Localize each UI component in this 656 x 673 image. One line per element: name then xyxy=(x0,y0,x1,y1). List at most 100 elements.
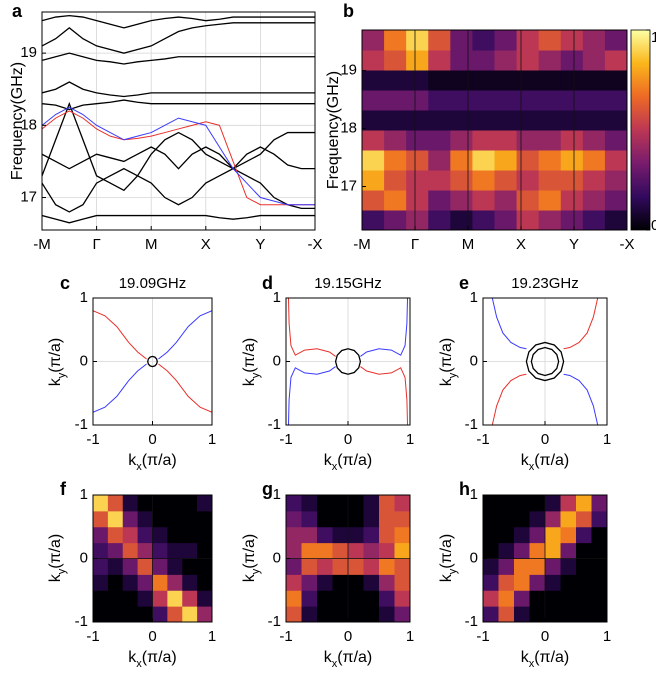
heatmap-cell xyxy=(516,50,540,71)
heatmap-cell xyxy=(483,510,499,528)
heatmap-cell xyxy=(152,558,168,575)
y-tick-label: -1 xyxy=(75,613,88,630)
colorbar xyxy=(630,29,651,231)
heatmap-cell xyxy=(182,526,198,544)
heatmap-cell xyxy=(332,606,349,622)
heatmap-cell xyxy=(545,510,561,528)
heatmap-cell xyxy=(529,495,546,512)
heatmap-cell xyxy=(582,210,606,230)
axis-label-part: (π/a) xyxy=(438,338,455,373)
axis-label-part: (π/a) xyxy=(142,649,177,666)
heatmap-cell xyxy=(472,50,495,71)
heatmap-cell xyxy=(122,495,139,512)
heatmap-cell xyxy=(394,510,410,528)
heatmap-cell xyxy=(384,30,407,51)
heatmap-cell xyxy=(498,542,515,559)
y-tick-label: 1 xyxy=(80,486,88,503)
x-tick-label: M xyxy=(462,236,475,253)
heatmap-cell xyxy=(516,170,540,191)
axis-label-part: (π/a) xyxy=(47,534,64,569)
heatmap-cell xyxy=(560,542,577,559)
heatmap-cell xyxy=(514,590,530,607)
heatmap-cell xyxy=(317,558,333,575)
heatmap-cell xyxy=(379,606,395,622)
x-tick-label: 0 xyxy=(344,431,352,448)
heatmap-cell xyxy=(498,574,515,591)
axis-label-part: k xyxy=(128,452,137,469)
heatmap-cell xyxy=(379,590,395,607)
heatmap-cell xyxy=(363,542,380,559)
heatmap-cell xyxy=(167,558,183,575)
heatmap-cell xyxy=(122,574,139,591)
axis-label-part: k xyxy=(438,573,455,582)
heatmap-cell xyxy=(538,110,562,131)
heatmap-cell xyxy=(545,590,561,607)
series-line xyxy=(42,81,315,98)
heatmap-cell xyxy=(516,30,540,51)
heatmap-cell xyxy=(498,495,515,512)
axis-label-part: (π/a) xyxy=(534,649,569,666)
y-tick-label: 19 xyxy=(20,44,37,61)
heatmap-cell xyxy=(514,574,530,591)
axis-label-part: k xyxy=(128,649,137,666)
y-tick-label: 1 xyxy=(273,289,281,306)
heatmap-cell xyxy=(516,90,540,111)
heatmap-cell xyxy=(538,210,562,230)
heatmap-cell xyxy=(560,90,584,111)
heatmap-cell xyxy=(332,574,349,591)
heatmap-cell xyxy=(332,495,349,512)
heatmap-cell xyxy=(450,90,473,111)
axis-label-part: (π/a) xyxy=(438,534,455,569)
heatmap-cell xyxy=(167,495,183,512)
axis-label-part: (π/a) xyxy=(142,452,177,469)
x-tick-label: -1 xyxy=(279,628,292,645)
heatmap-cell xyxy=(197,558,212,575)
panel-label: f xyxy=(60,479,67,499)
heatmap-cell xyxy=(93,606,109,622)
x-tick-label: 1 xyxy=(603,431,611,448)
panel-title: 19.09GHz xyxy=(119,275,187,292)
heatmap-cell xyxy=(286,495,302,512)
heatmap-cell xyxy=(514,558,530,575)
heatmap-cell xyxy=(529,590,546,607)
series-line xyxy=(334,348,362,375)
heatmap-cell xyxy=(197,590,212,607)
heatmap-cell xyxy=(167,542,183,559)
y-tick-label: -1 xyxy=(268,613,281,630)
heatmap-cell xyxy=(591,590,607,607)
axis-label-part: x xyxy=(529,461,535,473)
heatmap-cell xyxy=(498,590,515,607)
heatmap-cell xyxy=(428,170,451,191)
heatmap-cell xyxy=(406,110,429,131)
x-tick-label: 1 xyxy=(603,628,611,645)
axis-label: ky(π/a) xyxy=(241,338,262,387)
panel-label: d xyxy=(262,273,273,293)
heatmap-cell xyxy=(582,150,606,171)
heatmap-cell xyxy=(137,606,153,622)
heatmap-cell xyxy=(538,90,562,111)
x-tick-label: -1 xyxy=(86,628,99,645)
plot-area xyxy=(93,495,212,622)
heatmap-cell xyxy=(394,590,410,607)
y-tick-label: 18 xyxy=(340,120,357,137)
heatmap-cell xyxy=(560,526,577,544)
heatmap-cell xyxy=(545,495,561,512)
heatmap-cell xyxy=(428,30,451,51)
heatmap-cell xyxy=(122,606,139,622)
axis-label: ky(π/a) xyxy=(438,534,459,583)
heatmap-cell xyxy=(516,150,540,171)
heatmap-cell xyxy=(197,510,212,528)
heatmap-cell xyxy=(197,606,212,622)
heatmap-cell xyxy=(576,590,592,607)
series-line xyxy=(158,310,212,360)
heatmap-cell xyxy=(538,70,562,91)
heatmap-cell xyxy=(363,574,380,591)
heatmap-cell xyxy=(93,542,109,559)
x-tick-label: -1 xyxy=(476,431,489,448)
heatmap-cell xyxy=(286,526,302,544)
heatmap-cell xyxy=(591,558,607,575)
heatmap-cell xyxy=(362,130,385,151)
heatmap-cell xyxy=(348,495,364,512)
heatmap-cell xyxy=(560,150,584,171)
heatmap-cell xyxy=(137,590,153,607)
